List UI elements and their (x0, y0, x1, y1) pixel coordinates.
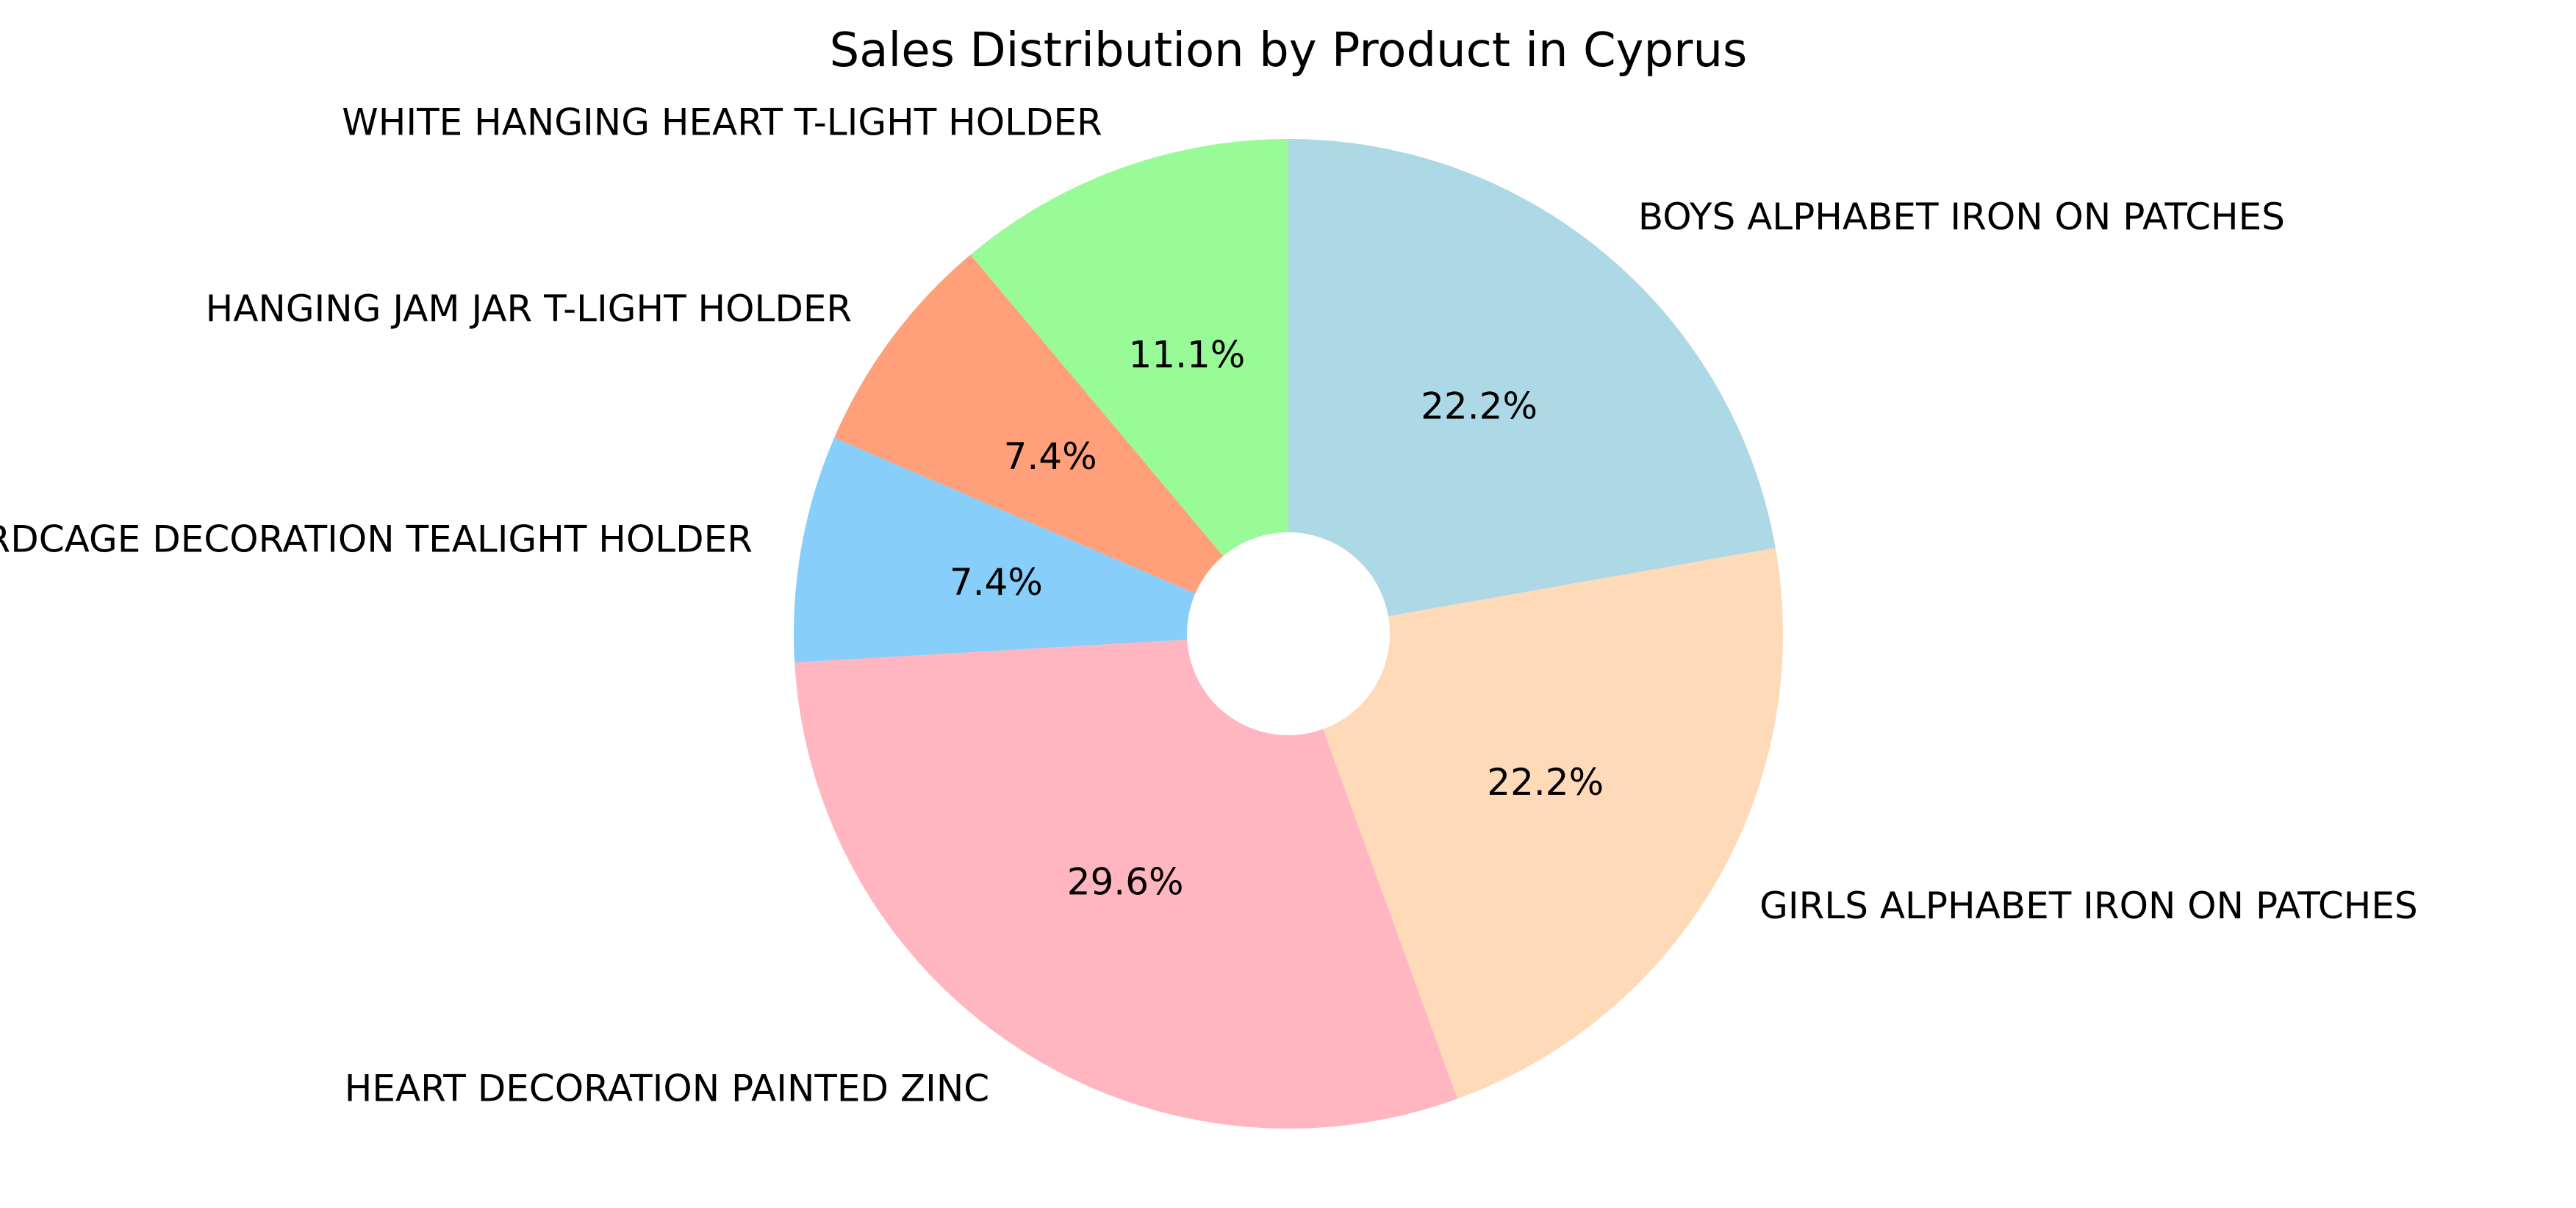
slice-category-label: GIRLS ALPHABET IRON ON PATCHES (1759, 884, 2418, 927)
slice-percent-label: 29.6% (1067, 860, 1184, 903)
slice-category-label: BIRDCAGE DECORATION TEALIGHT HOLDER (0, 518, 753, 560)
pie-slice (794, 634, 1458, 1129)
slice-category-label: HANGING JAM JAR T-LIGHT HOLDER (206, 287, 853, 330)
slices-layer (794, 139, 1784, 1129)
slice-category-label: HEART DECORATION PAINTED ZINC (345, 1068, 989, 1110)
slice-percent-label: 7.4% (950, 561, 1043, 604)
slice-category-label: BOYS ALPHABET IRON ON PATCHES (1638, 196, 2285, 238)
slice-percent-label: 22.2% (1421, 385, 1538, 428)
pie-slice (1288, 139, 1776, 634)
donut-hole (1187, 532, 1390, 735)
pie-slice (834, 254, 1288, 634)
pie-slice (1288, 548, 1784, 1099)
slice-percent-label: 11.1% (1128, 334, 1245, 376)
slice-category-label: WHITE HANGING HEART T-LIGHT HOLDER (342, 101, 1102, 143)
pie-slice (794, 437, 1288, 663)
pie-slice (970, 139, 1288, 634)
chart-title: Sales Distribution by Product in Cyprus (830, 24, 1748, 78)
slice-percent-label: 22.2% (1487, 761, 1604, 804)
slice-percent-label: 7.4% (1004, 435, 1097, 478)
labels-layer: 11.1% WHITE HANGING HEART T-LIGHT HOLDER 7… (0, 101, 2418, 1109)
